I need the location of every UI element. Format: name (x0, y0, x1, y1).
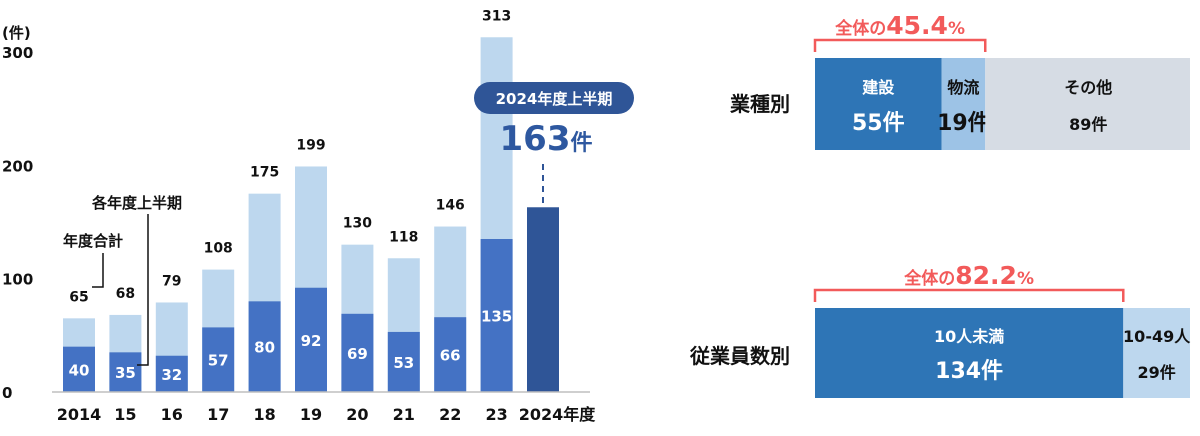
latest-highlight: 2024年度上半期 163件 (474, 82, 634, 205)
bar-half-label: 35 (115, 364, 136, 382)
segment-name: 10人未満 (934, 327, 1004, 346)
segment-bar (1123, 308, 1190, 398)
segment-value: 19件 (937, 111, 990, 136)
y-tick-label: 200 (2, 157, 33, 175)
breakdown-chart: 業種別 建設 55件 物流 19件 その他 89件 全体の45.4% 従業員数別 10人未満 134… (689, 11, 1191, 398)
series-annotations: 年度合計 各年度上半期 (63, 194, 182, 366)
x-category-label: 22 (439, 405, 461, 424)
segment-name: その他 (1064, 78, 1112, 97)
segment-name: 建設 (862, 78, 895, 97)
bracket-line (813, 38, 987, 52)
y-tick-label: 100 (2, 271, 33, 289)
bar-total-label: 146 (436, 198, 465, 214)
bar-half-label: 40 (69, 361, 90, 379)
x-category-label: 21 (393, 405, 415, 424)
x-category-label: 16 (161, 405, 183, 424)
segment-name: 物流 (947, 78, 979, 97)
bar-half-label: 92 (301, 332, 322, 350)
bar-half-label: 69 (347, 345, 368, 363)
segment-bar (815, 308, 1124, 398)
annotation-total: 年度合計 (63, 232, 123, 250)
bar-total-label: 199 (296, 137, 325, 153)
bar-total-label: 175 (250, 165, 279, 181)
bar-half-label: 66 (440, 347, 461, 365)
bar-total-label: 313 (482, 8, 511, 24)
bar-half-label: 32 (161, 366, 182, 384)
bracket-label: 全体の45.4% (834, 11, 965, 40)
highlight-pill (474, 82, 634, 114)
x-category-label: 19 (300, 405, 322, 424)
highlight-label: 2024年度上半期 (496, 90, 613, 108)
segment-name: 10-49人 (1123, 327, 1191, 346)
bar-half-label: 80 (254, 339, 275, 357)
segment-value: 55件 (852, 111, 905, 136)
row-label: 従業員数別 (689, 344, 790, 368)
x-category-label: 20 (346, 405, 368, 424)
y-tick-label: 300 (2, 44, 33, 62)
bar-total-label: 68 (116, 286, 135, 302)
bar-half (155, 355, 188, 392)
annotation-half: 各年度上半期 (91, 194, 182, 212)
x-category-label: 15 (114, 405, 136, 424)
x-category-label: 2024年度 (519, 405, 597, 424)
bar-half (434, 317, 467, 392)
y-axis-unit: (件) (2, 24, 31, 42)
annotation-total-line (92, 253, 104, 288)
x-category-label: 17 (207, 405, 229, 424)
bar-half (202, 327, 235, 392)
x-category-label: 2014 (57, 405, 102, 424)
x-axis-categories: 2014 15 16 17 18 19 20 21 22 23 2024年度 (57, 405, 597, 424)
segment-value: 29件 (1138, 363, 1176, 382)
x-category-label: 18 (253, 405, 275, 424)
row-label: 業種別 (730, 92, 790, 116)
bar-half-label: 135 (481, 308, 512, 326)
segment-bar (941, 58, 986, 150)
bar-half (109, 352, 142, 392)
x-category-label: 23 (485, 405, 507, 424)
bar-total-label: 65 (69, 289, 88, 305)
bar-half (295, 287, 327, 392)
bar-half (387, 331, 420, 392)
annotation-half-line (137, 214, 149, 366)
segment-value: 134件 (935, 359, 1003, 384)
bar-total-label: 79 (162, 273, 181, 289)
segment-bar (985, 58, 1190, 150)
bracket-line (813, 288, 1125, 302)
segment-bar (815, 58, 942, 150)
bar-half-label: 57 (208, 352, 229, 370)
highlight-value: 163件 (500, 119, 593, 159)
segment-value: 89件 (1069, 115, 1107, 134)
bar-half (480, 239, 513, 392)
bar-total-label: 108 (204, 241, 233, 257)
bar-half (63, 346, 95, 392)
bar-total-label: 118 (389, 229, 418, 245)
bar-latest (527, 207, 559, 392)
bar-half-label: 53 (393, 354, 414, 372)
bracket-label: 全体の82.2% (903, 261, 1034, 290)
y-tick-label: 0 (2, 384, 12, 402)
bar-half (341, 313, 374, 392)
bar-total-label: 130 (343, 216, 372, 232)
y-axis-ticks: 0 100 200 300 (2, 44, 33, 402)
bar-half (248, 301, 281, 392)
